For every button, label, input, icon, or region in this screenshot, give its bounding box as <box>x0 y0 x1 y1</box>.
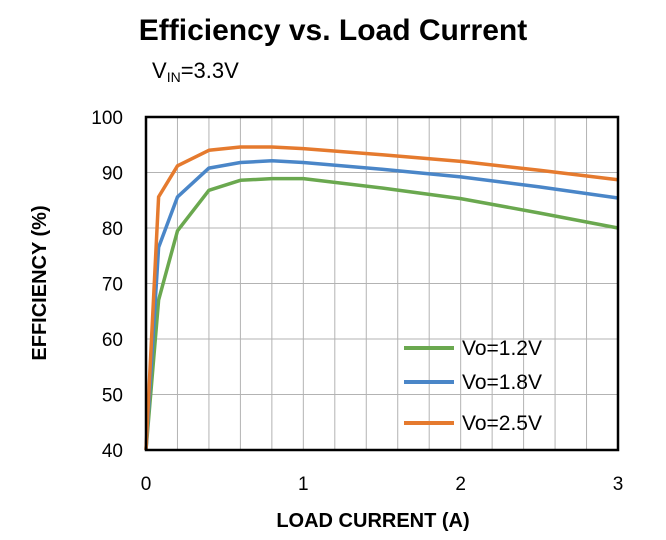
legend-label-vo-1-2: Vo=1.2V <box>462 337 542 360</box>
chart-subtitle: VIN=3.3V <box>152 58 239 85</box>
subtitle-base: V <box>152 58 167 83</box>
y-tick-label: 50 <box>102 386 123 407</box>
legend-label-vo-2-5: Vo=2.5V <box>462 412 542 435</box>
x-tick-label: 0 <box>141 474 152 495</box>
y-tick-label: 40 <box>102 441 123 462</box>
series-line-vo-2-5v <box>144 145 619 451</box>
subtitle-subscript: IN <box>166 69 181 85</box>
y-tick-label: 70 <box>102 275 123 296</box>
y-tick-label: 100 <box>91 108 123 129</box>
series-line-vo-1-8v <box>144 159 619 451</box>
x-tick-label: 3 <box>613 474 624 495</box>
subtitle-rest: =3.3V <box>180 58 239 83</box>
x-tick-label: 2 <box>455 474 466 495</box>
chart-title: Efficiency vs. Load Current <box>138 14 528 47</box>
plot-frame <box>144 115 620 452</box>
legend-label-vo-1-8: Vo=1.8V <box>462 371 542 394</box>
y-tick-label: 60 <box>102 330 123 351</box>
y-axis-label: EFFICIENCY (%) <box>29 205 51 360</box>
tick-layer: 40 50 60 70 80 90 100 0 1 2 3 <box>91 108 623 495</box>
legend: Vo=1.2V Vo=1.8V Vo=2.5V <box>404 337 542 435</box>
y-tick-label: 80 <box>102 219 123 240</box>
series-line-vo-1-2v <box>144 176 619 451</box>
series-layer <box>144 145 619 451</box>
y-tick-label: 90 <box>102 164 123 185</box>
x-tick-label: 1 <box>298 474 309 495</box>
x-axis-label: LOAD CURRENT (A) <box>276 510 469 532</box>
